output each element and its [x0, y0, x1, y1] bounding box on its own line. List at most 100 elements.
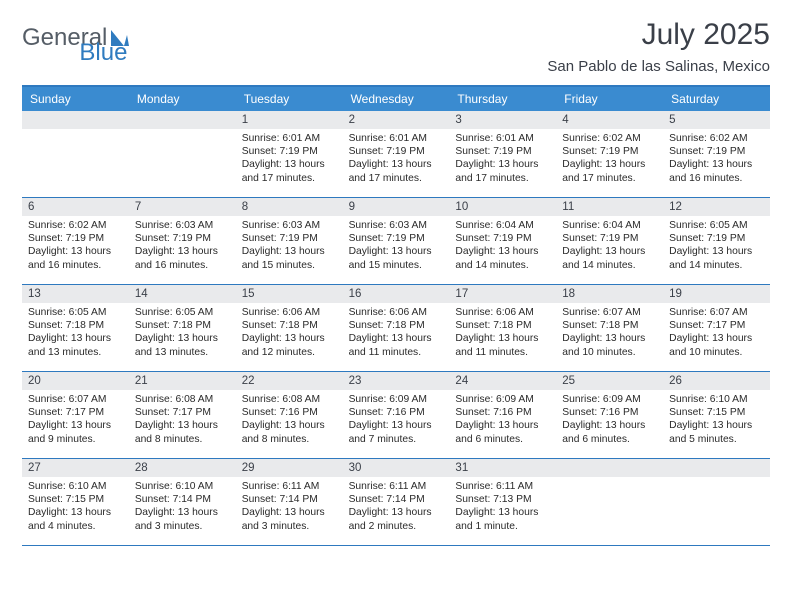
- info-line: Sunrise: 6:11 AM: [242, 480, 337, 493]
- day-info: Sunrise: 6:01 AMSunset: 7:19 PMDaylight:…: [343, 129, 450, 189]
- info-line: and 10 minutes.: [562, 346, 657, 359]
- date-number: 13: [22, 285, 129, 303]
- info-line: and 2 minutes.: [349, 520, 444, 533]
- info-line: Sunrise: 6:07 AM: [669, 306, 764, 319]
- info-line: Daylight: 13 hours: [669, 332, 764, 345]
- info-line: Daylight: 13 hours: [28, 332, 123, 345]
- info-line: Daylight: 13 hours: [669, 245, 764, 258]
- info-line: Sunset: 7:19 PM: [28, 232, 123, 245]
- day-info: Sunrise: 6:11 AMSunset: 7:13 PMDaylight:…: [449, 477, 556, 537]
- info-line: Sunset: 7:19 PM: [669, 232, 764, 245]
- date-number: 15: [236, 285, 343, 303]
- date-number: 24: [449, 372, 556, 390]
- info-line: Sunset: 7:19 PM: [562, 145, 657, 158]
- info-line: and 16 minutes.: [28, 259, 123, 272]
- info-line: Daylight: 13 hours: [349, 419, 444, 432]
- info-line: Daylight: 13 hours: [135, 332, 230, 345]
- date-number: 29: [236, 459, 343, 477]
- info-line: Sunset: 7:15 PM: [28, 493, 123, 506]
- info-line: and 4 minutes.: [28, 520, 123, 533]
- location-subtitle: San Pablo de las Salinas, Mexico: [547, 58, 770, 75]
- calendar-cell: 21Sunrise: 6:08 AMSunset: 7:17 PMDayligh…: [129, 372, 236, 458]
- info-line: Sunset: 7:18 PM: [455, 319, 550, 332]
- info-line: Daylight: 13 hours: [562, 158, 657, 171]
- info-line: Daylight: 13 hours: [28, 506, 123, 519]
- info-line: and 9 minutes.: [28, 433, 123, 446]
- info-line: and 12 minutes.: [242, 346, 337, 359]
- date-number: 20: [22, 372, 129, 390]
- info-line: and 17 minutes.: [349, 172, 444, 185]
- day-info: Sunrise: 6:08 AMSunset: 7:16 PMDaylight:…: [236, 390, 343, 450]
- info-line: Daylight: 13 hours: [242, 158, 337, 171]
- info-line: and 15 minutes.: [242, 259, 337, 272]
- info-line: Sunrise: 6:05 AM: [669, 219, 764, 232]
- info-line: Sunset: 7:18 PM: [242, 319, 337, 332]
- calendar-cell: 6Sunrise: 6:02 AMSunset: 7:19 PMDaylight…: [22, 198, 129, 284]
- calendar-week: 27Sunrise: 6:10 AMSunset: 7:15 PMDayligh…: [22, 459, 770, 546]
- date-number: 3: [449, 111, 556, 129]
- calendar-cell: 7Sunrise: 6:03 AMSunset: 7:19 PMDaylight…: [129, 198, 236, 284]
- info-line: and 14 minutes.: [455, 259, 550, 272]
- info-line: Sunset: 7:14 PM: [349, 493, 444, 506]
- info-line: Sunset: 7:19 PM: [349, 145, 444, 158]
- info-line: Sunrise: 6:10 AM: [28, 480, 123, 493]
- info-line: Daylight: 13 hours: [669, 158, 764, 171]
- date-number: 21: [129, 372, 236, 390]
- day-info: Sunrise: 6:07 AMSunset: 7:18 PMDaylight:…: [556, 303, 663, 363]
- calendar-cell: 16Sunrise: 6:06 AMSunset: 7:18 PMDayligh…: [343, 285, 450, 371]
- info-line: Sunrise: 6:06 AM: [242, 306, 337, 319]
- info-line: Sunrise: 6:09 AM: [562, 393, 657, 406]
- info-line: and 7 minutes.: [349, 433, 444, 446]
- calendar-cell: 3Sunrise: 6:01 AMSunset: 7:19 PMDaylight…: [449, 111, 556, 197]
- dayhead-saturday: Saturday: [663, 87, 770, 111]
- day-info: Sunrise: 6:09 AMSunset: 7:16 PMDaylight:…: [343, 390, 450, 450]
- info-line: and 15 minutes.: [349, 259, 444, 272]
- info-line: Sunrise: 6:08 AM: [242, 393, 337, 406]
- info-line: Sunrise: 6:06 AM: [349, 306, 444, 319]
- logo-word-2: Blue: [79, 39, 127, 67]
- day-header-row: Sunday Monday Tuesday Wednesday Thursday…: [22, 87, 770, 111]
- info-line: Sunrise: 6:01 AM: [455, 132, 550, 145]
- info-line: and 8 minutes.: [242, 433, 337, 446]
- day-info: Sunrise: 6:04 AMSunset: 7:19 PMDaylight:…: [449, 216, 556, 276]
- info-line: and 3 minutes.: [135, 520, 230, 533]
- date-number: 14: [129, 285, 236, 303]
- info-line: Sunset: 7:19 PM: [135, 232, 230, 245]
- date-number: 4: [556, 111, 663, 129]
- date-number: 22: [236, 372, 343, 390]
- date-number: 30: [343, 459, 450, 477]
- info-line: Sunrise: 6:06 AM: [455, 306, 550, 319]
- info-line: Daylight: 13 hours: [562, 332, 657, 345]
- info-line: Sunset: 7:19 PM: [242, 145, 337, 158]
- info-line: Sunset: 7:17 PM: [28, 406, 123, 419]
- calendar-week: 13Sunrise: 6:05 AMSunset: 7:18 PMDayligh…: [22, 285, 770, 372]
- month-title: July 2025: [547, 18, 770, 52]
- date-number: 8: [236, 198, 343, 216]
- date-number: 19: [663, 285, 770, 303]
- date-number: 9: [343, 198, 450, 216]
- day-info: Sunrise: 6:05 AMSunset: 7:19 PMDaylight:…: [663, 216, 770, 276]
- info-line: Sunrise: 6:04 AM: [562, 219, 657, 232]
- info-line: Daylight: 13 hours: [28, 245, 123, 258]
- info-line: Sunset: 7:19 PM: [562, 232, 657, 245]
- calendar-cell: 9Sunrise: 6:03 AMSunset: 7:19 PMDaylight…: [343, 198, 450, 284]
- info-line: and 11 minutes.: [349, 346, 444, 359]
- day-info: Sunrise: 6:02 AMSunset: 7:19 PMDaylight:…: [22, 216, 129, 276]
- calendar-cell: 10Sunrise: 6:04 AMSunset: 7:19 PMDayligh…: [449, 198, 556, 284]
- day-info: Sunrise: 6:01 AMSunset: 7:19 PMDaylight:…: [449, 129, 556, 189]
- info-line: and 6 minutes.: [455, 433, 550, 446]
- calendar-week: 6Sunrise: 6:02 AMSunset: 7:19 PMDaylight…: [22, 198, 770, 285]
- info-line: and 11 minutes.: [455, 346, 550, 359]
- calendar-cell: [663, 459, 770, 545]
- day-info: Sunrise: 6:01 AMSunset: 7:19 PMDaylight:…: [236, 129, 343, 189]
- date-number: 25: [556, 372, 663, 390]
- date-number: [663, 459, 770, 477]
- calendar-cell: 8Sunrise: 6:03 AMSunset: 7:19 PMDaylight…: [236, 198, 343, 284]
- info-line: Sunrise: 6:07 AM: [28, 393, 123, 406]
- info-line: and 10 minutes.: [669, 346, 764, 359]
- info-line: Sunset: 7:19 PM: [455, 232, 550, 245]
- date-number: 23: [343, 372, 450, 390]
- info-line: and 14 minutes.: [669, 259, 764, 272]
- day-info: Sunrise: 6:04 AMSunset: 7:19 PMDaylight:…: [556, 216, 663, 276]
- info-line: Daylight: 13 hours: [455, 419, 550, 432]
